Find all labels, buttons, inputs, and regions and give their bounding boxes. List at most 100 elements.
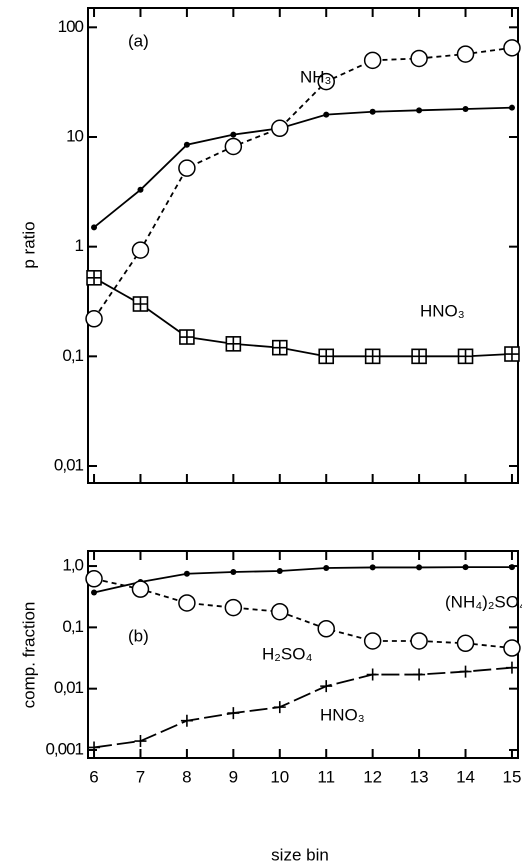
data-point bbox=[462, 105, 469, 112]
marker-dot bbox=[183, 570, 190, 577]
data-point bbox=[456, 45, 475, 63]
x-axis-label: size bin bbox=[271, 845, 329, 864]
marker-plus bbox=[273, 701, 286, 714]
x-tick-label: 9 bbox=[229, 767, 238, 786]
data-point bbox=[410, 49, 428, 68]
marker-cross bbox=[87, 270, 102, 285]
marker-circle bbox=[131, 580, 150, 598]
marker-dot bbox=[508, 104, 515, 111]
marker-circle bbox=[224, 598, 243, 617]
data-point bbox=[230, 568, 237, 575]
data-point bbox=[323, 111, 330, 118]
data-point bbox=[363, 632, 382, 650]
marker-dot bbox=[323, 111, 330, 118]
marker-dot bbox=[137, 186, 144, 193]
x-tick-label: 10 bbox=[270, 767, 289, 786]
marker-circle bbox=[456, 634, 475, 653]
data-point bbox=[459, 665, 472, 678]
data-point bbox=[85, 310, 103, 328]
data-point bbox=[178, 159, 196, 177]
panel-label: (a) bbox=[128, 31, 149, 50]
x-tick-label: 8 bbox=[182, 767, 191, 786]
data-point bbox=[416, 107, 423, 114]
marker-dot bbox=[508, 564, 515, 571]
data-point bbox=[369, 564, 376, 571]
marker-dot bbox=[416, 107, 423, 114]
marker-plus bbox=[88, 741, 101, 754]
marker-circle bbox=[85, 310, 103, 328]
data-point bbox=[180, 714, 193, 727]
y-tick-label: 0,01 bbox=[54, 678, 84, 697]
data-point bbox=[317, 619, 335, 638]
data-point bbox=[363, 51, 382, 70]
data-point bbox=[134, 735, 147, 748]
marker-circle bbox=[503, 639, 521, 657]
y-tick-label: 1,0 bbox=[62, 556, 83, 575]
marker-plus bbox=[505, 661, 518, 674]
marker-cross bbox=[133, 297, 148, 312]
marker-cross bbox=[365, 349, 380, 364]
series-line bbox=[93, 106, 512, 229]
marker-cross bbox=[458, 349, 473, 364]
data-point bbox=[504, 346, 520, 362]
data-point bbox=[178, 594, 196, 612]
data-point bbox=[224, 137, 243, 156]
marker-circle bbox=[271, 602, 289, 621]
data-point bbox=[183, 570, 190, 577]
x-tick-label: 14 bbox=[456, 767, 475, 786]
y-axis-label: comp. fraction bbox=[19, 602, 38, 709]
data-point bbox=[276, 568, 283, 575]
data-point bbox=[508, 104, 515, 111]
series-line bbox=[93, 277, 513, 358]
data-point bbox=[86, 270, 102, 286]
marker-dot bbox=[323, 564, 330, 571]
marker-dot bbox=[183, 141, 190, 148]
marker-circle bbox=[317, 619, 335, 638]
y-axis-label: p ratio bbox=[19, 221, 38, 268]
x-tick-label: 7 bbox=[136, 767, 145, 786]
x-tick-label: 15 bbox=[503, 767, 522, 786]
data-point bbox=[462, 564, 469, 571]
series-line bbox=[93, 46, 513, 320]
marker-dot bbox=[369, 564, 376, 571]
data-point bbox=[366, 668, 379, 681]
marker-dot bbox=[276, 568, 283, 575]
data-point bbox=[369, 108, 376, 115]
y-tick-label: 0,1 bbox=[62, 617, 83, 636]
marker-dot bbox=[91, 224, 98, 231]
data-point bbox=[227, 707, 240, 720]
marker-dot bbox=[369, 108, 376, 115]
marker-plus bbox=[320, 680, 333, 693]
y-tick-label: 1 bbox=[75, 236, 84, 255]
marker-plus bbox=[413, 668, 426, 681]
data-point bbox=[503, 39, 521, 57]
marker-plus bbox=[134, 735, 147, 748]
data-point bbox=[411, 348, 427, 365]
marker-cross bbox=[319, 349, 334, 364]
marker-dot bbox=[416, 564, 423, 571]
data-point bbox=[132, 296, 149, 312]
marker-dot bbox=[462, 564, 469, 571]
marker-circle bbox=[224, 137, 243, 156]
marker-cross bbox=[179, 330, 194, 345]
marker-plus bbox=[366, 668, 379, 681]
marker-circle bbox=[131, 241, 150, 259]
marker-dot bbox=[230, 131, 237, 138]
x-tick-label: 13 bbox=[410, 767, 429, 786]
data-point bbox=[318, 348, 335, 365]
marker-circle bbox=[363, 51, 382, 70]
data-point bbox=[410, 632, 428, 650]
data-point bbox=[364, 348, 381, 365]
marker-dot bbox=[91, 589, 98, 596]
series-line bbox=[93, 577, 513, 649]
data-point bbox=[273, 701, 286, 714]
series-label: H₂SO₄ bbox=[262, 644, 312, 663]
plot-frame bbox=[87, 7, 519, 484]
data-point bbox=[131, 580, 150, 598]
y-tick-label: 0,001 bbox=[45, 739, 83, 758]
y-tick-label: 100 bbox=[58, 17, 84, 36]
marker-cross bbox=[272, 340, 287, 355]
data-point bbox=[85, 570, 103, 588]
marker-dot bbox=[462, 105, 469, 112]
marker-circle bbox=[410, 49, 428, 68]
